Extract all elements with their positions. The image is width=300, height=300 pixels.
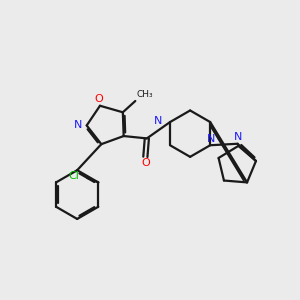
- Text: N: N: [234, 132, 242, 142]
- Text: N: N: [74, 120, 82, 130]
- Text: N: N: [207, 134, 215, 144]
- Text: CH₃: CH₃: [136, 90, 153, 99]
- Text: N: N: [154, 116, 163, 126]
- Text: O: O: [94, 94, 103, 104]
- Text: O: O: [141, 158, 150, 168]
- Text: Cl: Cl: [69, 171, 80, 181]
